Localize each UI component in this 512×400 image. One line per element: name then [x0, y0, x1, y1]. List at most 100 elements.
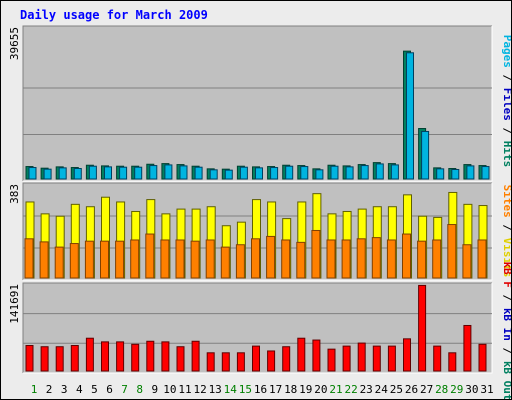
y-max-label: 39655 [8, 27, 21, 60]
bar-kb-f [403, 338, 411, 372]
bar-files [58, 167, 67, 180]
x-tick-label: 10 [163, 383, 176, 396]
legend-entry: / [501, 218, 511, 238]
bar-kb-f [282, 346, 291, 372]
plot-border-dark [22, 25, 492, 181]
bar-files [481, 166, 490, 180]
x-tick-label: 28 [435, 383, 448, 396]
legend-entry: kB Out [501, 361, 511, 399]
x-tick-label: 5 [91, 383, 98, 396]
bar-files [270, 167, 279, 180]
legend: Pages / Files / Hits [501, 35, 511, 168]
legend-entry: Files [501, 88, 511, 121]
bar-kb-f [176, 346, 185, 372]
bar-files [300, 166, 309, 180]
bar-kb-f [478, 343, 487, 372]
bar-files [406, 52, 414, 180]
bar-files [375, 163, 384, 180]
bar-sites [100, 240, 109, 279]
x-tick-label: 14 [224, 383, 238, 396]
bar-files [345, 166, 354, 180]
x-tick-label: 27 [420, 383, 433, 396]
x-tick-label: 12 [193, 383, 206, 396]
bar-sites [160, 239, 170, 279]
bar-files [149, 165, 158, 180]
bar-sites [477, 239, 487, 279]
bar-kb-f [463, 324, 472, 372]
legend-entry: Visits [501, 238, 511, 278]
bar-files [421, 130, 430, 180]
x-tick-label: 3 [61, 383, 68, 396]
bar-sites [145, 233, 155, 279]
bar-kb-f [418, 284, 427, 372]
legend-entry: kB F [501, 261, 511, 288]
bar-kb-f [327, 348, 336, 372]
bar-files [315, 169, 324, 180]
bar-sites [24, 238, 34, 279]
bar-kb-f [191, 340, 200, 372]
plot-border-light [23, 283, 493, 374]
bar-sites [175, 239, 185, 279]
bar-kb-f [387, 345, 396, 372]
bar-kb-f [221, 352, 230, 372]
legend-entry: / [501, 288, 511, 308]
x-tick-label: 16 [254, 383, 267, 396]
x-tick-label: 7 [121, 383, 128, 396]
x-tick-label: 13 [209, 383, 222, 396]
bar-sites [205, 239, 215, 279]
legend-entry: / [501, 121, 511, 141]
x-tick-label: 29 [450, 383, 463, 396]
bar-kb-f [131, 343, 140, 372]
legend-entry: / [501, 341, 511, 361]
bar-sites [371, 237, 381, 279]
x-tick-label: 15 [239, 383, 252, 396]
x-tick-label: 23 [360, 383, 373, 396]
bar-sites [462, 244, 472, 279]
bar-kb-f [357, 342, 366, 372]
x-tick-label: 2 [46, 383, 53, 396]
x-tick-label: 17 [269, 383, 282, 396]
bar-files [134, 166, 143, 180]
bar-files [43, 168, 52, 180]
x-tick-label: 24 [375, 383, 389, 396]
legend: kB F / kB In / kB Out [501, 261, 511, 399]
bar-kb-f [236, 352, 245, 372]
bar-kb-f [206, 352, 215, 372]
chart-title: Daily usage for March 2009 [20, 8, 208, 22]
bar-sites [311, 229, 321, 279]
bar-files [88, 165, 97, 180]
bar-files [330, 165, 339, 180]
bar-sites [326, 239, 336, 279]
bar-sites [130, 239, 140, 279]
x-tick-label: 25 [390, 383, 403, 396]
legend: Sites / Visits [501, 185, 511, 278]
bar-sites [341, 239, 351, 279]
x-tick-label: 9 [151, 383, 158, 396]
bar-files [451, 168, 460, 180]
bar-sites [84, 240, 94, 279]
panel-2: 383 Sites / Visits [8, 182, 511, 281]
plot-border-light [23, 183, 493, 281]
x-tick-label: 22 [344, 383, 357, 396]
bar-files [239, 166, 248, 180]
bar-sites [296, 241, 306, 279]
legend-entry: Pages [501, 35, 511, 68]
bar-files [164, 164, 173, 180]
bar-files [194, 166, 203, 180]
bar-files [436, 168, 445, 180]
bar-kb-f [85, 337, 94, 372]
bar-sites [266, 235, 276, 279]
bar-kb-f [312, 339, 321, 372]
bar-files [28, 167, 37, 180]
bar-kb-f [55, 346, 64, 372]
bar-files [390, 164, 399, 180]
x-tick-label: 26 [405, 383, 418, 396]
legend-entry: / [501, 68, 511, 88]
bar-kb-f [267, 350, 276, 372]
bar-kb-f [25, 345, 34, 372]
bar-files [179, 165, 188, 180]
x-tick-label: 8 [136, 383, 143, 396]
